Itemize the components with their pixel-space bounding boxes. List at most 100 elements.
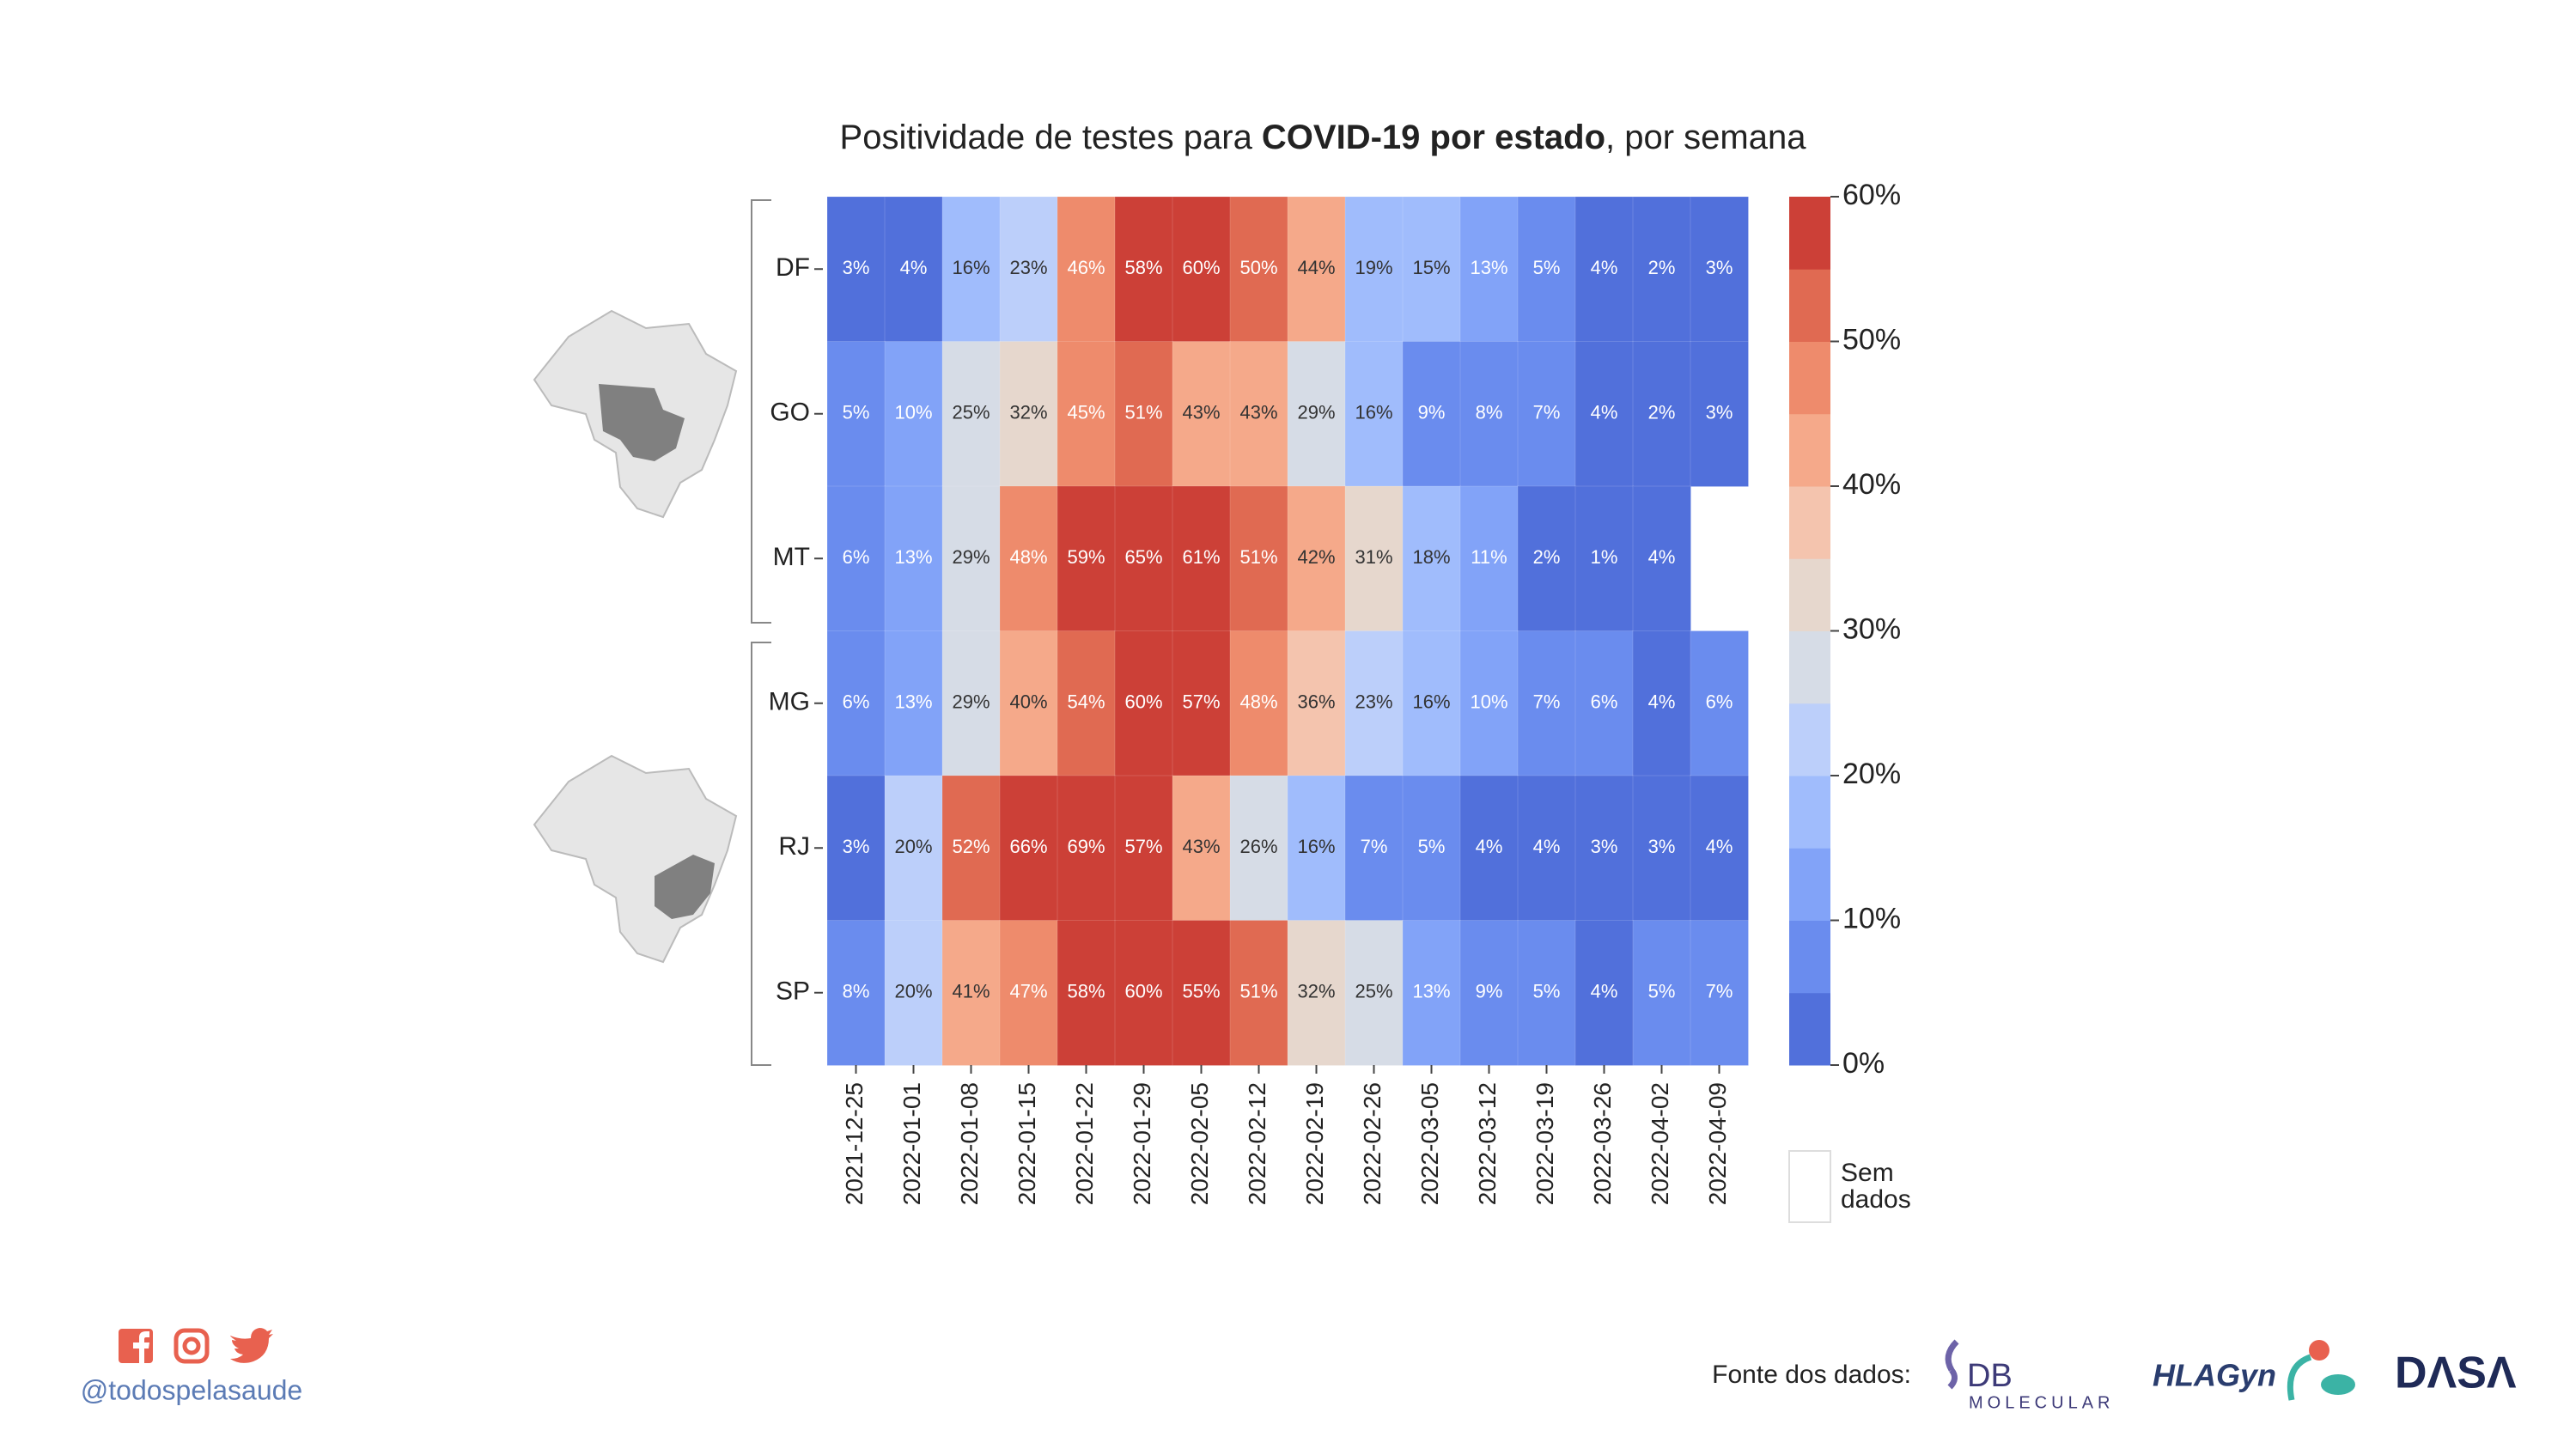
value-label: 61% bbox=[1182, 546, 1220, 568]
x-tick-label: 2022-03-12 bbox=[1474, 1082, 1501, 1205]
heat-cell bbox=[1229, 196, 1288, 343]
value-label: 50% bbox=[1239, 257, 1277, 278]
value-label: 6% bbox=[1706, 691, 1733, 713]
heat-cell bbox=[1459, 341, 1519, 487]
value-label: 16% bbox=[952, 257, 990, 278]
value-label: 13% bbox=[1412, 981, 1450, 1002]
heat-cell bbox=[1402, 775, 1461, 922]
x-tick-label: 2022-03-19 bbox=[1532, 1082, 1558, 1205]
value-label: 7% bbox=[1533, 691, 1561, 713]
colorbar-tick-label: 60% bbox=[1842, 179, 1901, 211]
value-label: 9% bbox=[1418, 402, 1446, 423]
value-label: 13% bbox=[894, 691, 932, 713]
x-tick-label: 2022-02-12 bbox=[1244, 1082, 1270, 1205]
heat-cell bbox=[1517, 775, 1576, 922]
heat-cell bbox=[999, 775, 1058, 922]
heat-cell bbox=[884, 341, 943, 487]
colorbar-tick-label: 50% bbox=[1842, 323, 1901, 356]
y-tick-label: GO bbox=[770, 399, 810, 427]
heat-cell bbox=[1690, 630, 1749, 776]
value-label: 15% bbox=[1412, 257, 1450, 278]
heat-cell bbox=[1057, 920, 1116, 1066]
colorbar-segment bbox=[1789, 197, 1830, 270]
heat-cell bbox=[1114, 341, 1173, 487]
heat-cell bbox=[1344, 920, 1404, 1066]
heat-cell bbox=[1229, 920, 1288, 1066]
colorbar-segment bbox=[1789, 558, 1830, 631]
value-label: 4% bbox=[1648, 691, 1676, 713]
value-label: 48% bbox=[1009, 546, 1047, 568]
heat-cell bbox=[1632, 920, 1691, 1066]
heat-cell bbox=[941, 630, 1001, 776]
value-label: 18% bbox=[1412, 546, 1450, 568]
colorbar-tick-label: 20% bbox=[1842, 758, 1901, 790]
value-label: 5% bbox=[1533, 257, 1561, 278]
value-label: 5% bbox=[1648, 981, 1676, 1002]
value-label: 25% bbox=[1355, 981, 1392, 1002]
heat-cell bbox=[826, 630, 886, 776]
value-label: 43% bbox=[1182, 836, 1220, 857]
heat-cell bbox=[1229, 341, 1288, 487]
value-label: 40% bbox=[1009, 691, 1047, 713]
x-tick-label: 2022-01-15 bbox=[1014, 1082, 1040, 1205]
heat-cell bbox=[1690, 920, 1749, 1066]
colorbar-segment bbox=[1789, 992, 1830, 1066]
heat-cell bbox=[1057, 775, 1116, 922]
colorbar-segment bbox=[1789, 269, 1830, 342]
value-label: 52% bbox=[952, 836, 990, 857]
x-tick-label: 2022-03-05 bbox=[1416, 1082, 1443, 1205]
colorbar-tick-label: 0% bbox=[1842, 1047, 1885, 1080]
heat-cell bbox=[826, 196, 886, 343]
colorbar-segment bbox=[1789, 848, 1830, 921]
heat-cell bbox=[1459, 485, 1519, 632]
heat-cell bbox=[1057, 485, 1116, 632]
logo-db-sub: MOLECULAR bbox=[1969, 1393, 2114, 1412]
value-label: 43% bbox=[1239, 402, 1277, 423]
colorbar-segment bbox=[1789, 413, 1830, 487]
heat-cell bbox=[999, 196, 1058, 343]
y-tick-label: MG bbox=[769, 688, 810, 716]
social-icons bbox=[119, 1328, 273, 1364]
value-label: 65% bbox=[1124, 546, 1162, 568]
logo-dasa: DΛSΛ bbox=[2395, 1349, 2517, 1398]
colorbar-segment bbox=[1789, 630, 1830, 704]
heat-cell bbox=[1517, 196, 1576, 343]
value-label: 44% bbox=[1297, 257, 1335, 278]
heat-cell bbox=[941, 341, 1001, 487]
logo-shape bbox=[1945, 1339, 1959, 1390]
group-bracket bbox=[751, 199, 771, 624]
heat-cell bbox=[1632, 196, 1691, 343]
value-label: 11% bbox=[1471, 546, 1507, 568]
colorbar-segment bbox=[1789, 341, 1830, 415]
heat-cell bbox=[884, 485, 943, 632]
heat-cell bbox=[1574, 196, 1634, 343]
colorbar-tick-label: 30% bbox=[1842, 612, 1901, 645]
value-label: 1% bbox=[1591, 546, 1618, 568]
value-label: 3% bbox=[1591, 836, 1618, 857]
missing-swatch bbox=[1788, 1150, 1831, 1223]
heat-cell bbox=[999, 341, 1058, 487]
heat-cell bbox=[1172, 775, 1231, 922]
map-icon bbox=[533, 754, 738, 964]
heat-cell bbox=[1114, 485, 1173, 632]
value-label: 6% bbox=[843, 546, 870, 568]
heat-cell bbox=[1114, 630, 1173, 776]
value-label: 36% bbox=[1297, 691, 1335, 713]
heat-cell bbox=[1517, 630, 1576, 776]
value-label: 20% bbox=[894, 836, 932, 857]
value-label: 4% bbox=[900, 257, 928, 278]
value-label: 55% bbox=[1182, 981, 1220, 1002]
value-label: 5% bbox=[843, 402, 870, 423]
value-label: 23% bbox=[1355, 691, 1392, 713]
colorbar-segment bbox=[1789, 703, 1830, 776]
x-tick-label: 2022-04-02 bbox=[1647, 1082, 1673, 1205]
value-label: 42% bbox=[1297, 546, 1335, 568]
heat-cell bbox=[1114, 920, 1173, 1066]
x-tick-label: 2021-12-25 bbox=[841, 1082, 868, 1205]
value-label: 47% bbox=[1009, 981, 1047, 1002]
y-tick-label: SP bbox=[776, 977, 810, 1006]
map-icon bbox=[533, 309, 738, 519]
value-label: 41% bbox=[952, 981, 990, 1002]
heat-cell bbox=[1402, 630, 1461, 776]
